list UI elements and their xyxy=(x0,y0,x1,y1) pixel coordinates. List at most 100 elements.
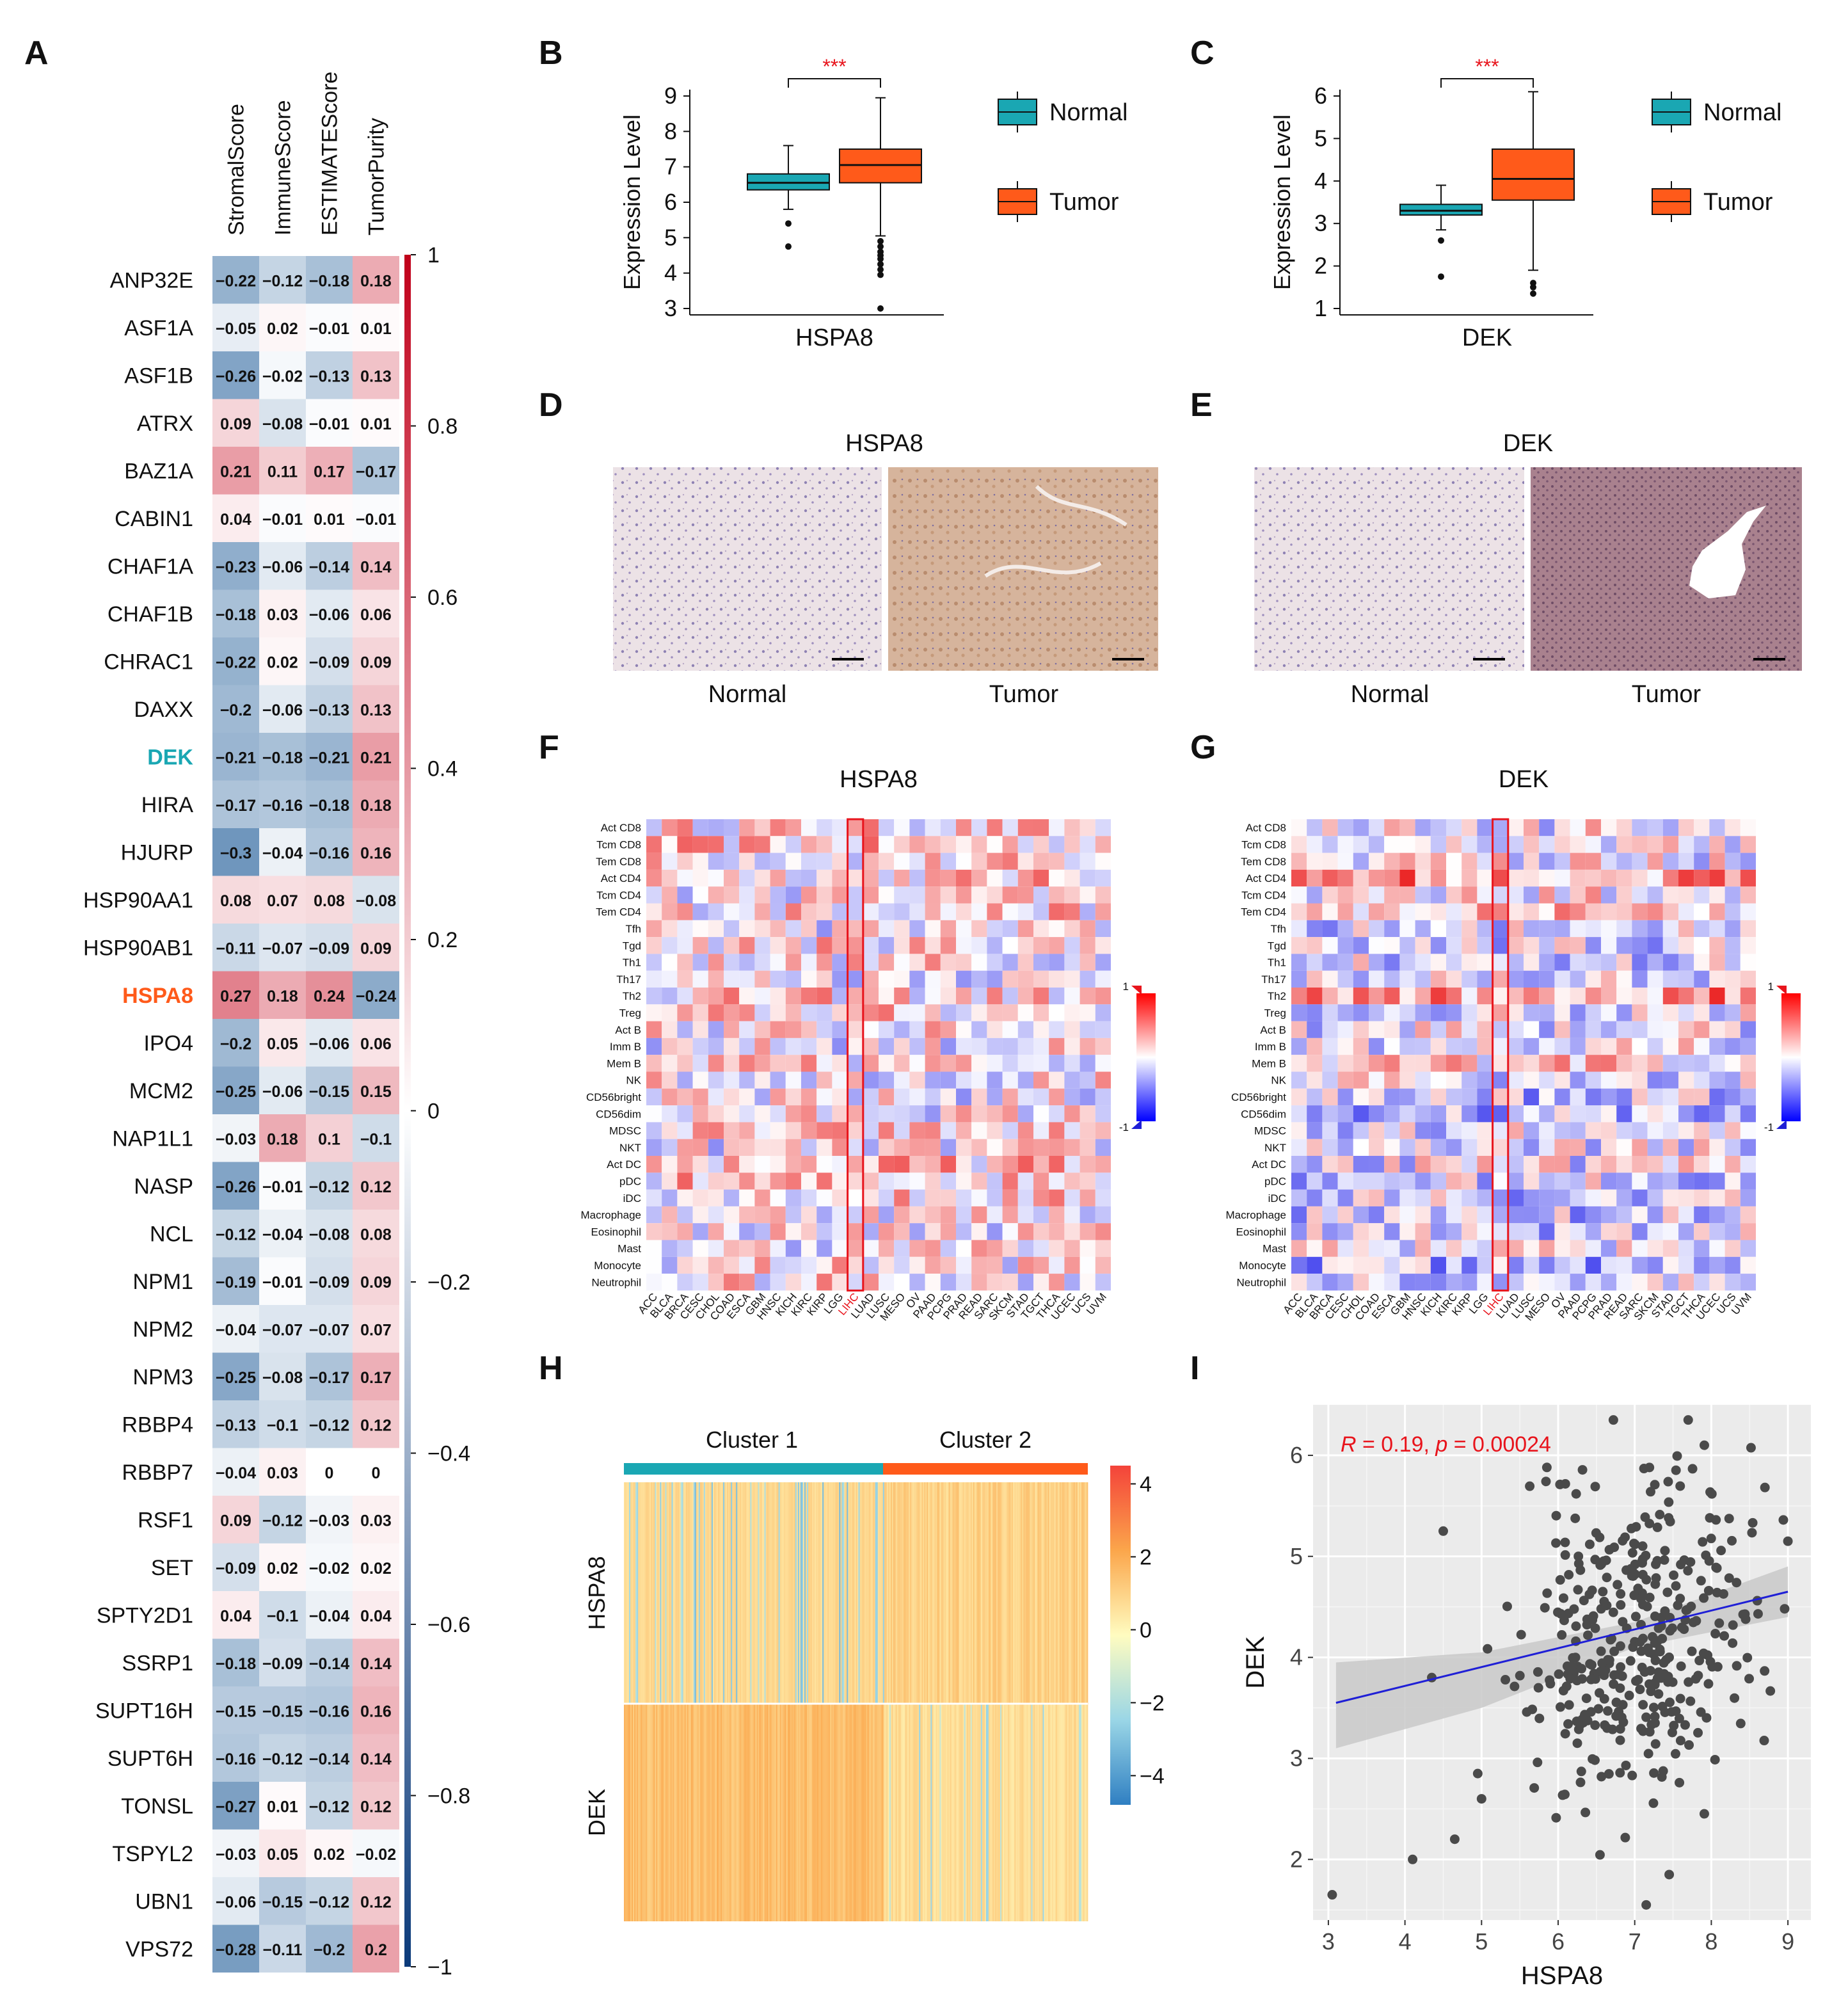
expression-cell xyxy=(1073,1482,1076,1704)
expression-cell xyxy=(924,1704,926,1921)
heatmap-cell xyxy=(1709,1256,1725,1274)
heatmap-cell xyxy=(1002,852,1018,870)
heatmap-cell xyxy=(1384,1105,1400,1123)
heatmap-cell xyxy=(692,937,708,954)
heatmap-cell xyxy=(692,852,708,870)
heatmap-cell xyxy=(724,970,740,988)
heatmap-cell xyxy=(1399,937,1415,954)
scatter-point xyxy=(1664,1497,1674,1507)
scatter-point xyxy=(1645,1679,1655,1689)
heatmap-cell xyxy=(1291,1105,1307,1123)
heatmap-cell xyxy=(1017,1223,1033,1240)
heatmap-cell xyxy=(1539,886,1555,904)
heatmap-cell xyxy=(1064,1055,1080,1072)
heatmap-cell xyxy=(662,1240,678,1257)
expression-cell xyxy=(735,1704,737,1921)
heatmap-cell xyxy=(1384,852,1400,870)
heatmap-cell xyxy=(212,1925,259,1973)
heatmap-cell xyxy=(1524,852,1540,870)
expression-cell xyxy=(666,1704,668,1921)
heatmap-cell xyxy=(724,1256,740,1274)
heatmap-cell xyxy=(677,1122,693,1139)
expression-cell xyxy=(723,1482,725,1704)
y-tick-label: 5 xyxy=(1314,125,1327,151)
heatmap-cell xyxy=(847,903,863,920)
heatmap-cell xyxy=(1678,869,1694,887)
cell-value: −0.12 xyxy=(262,272,303,290)
heatmap-cell xyxy=(1322,869,1338,887)
heatmap-cell xyxy=(1415,903,1431,920)
heatmap-cell xyxy=(1539,1088,1555,1106)
heatmap-cell xyxy=(1446,1139,1462,1156)
heatmap-cell xyxy=(801,954,817,971)
heatmap-cell xyxy=(1709,1240,1725,1257)
heatmap-cell xyxy=(677,886,693,904)
heatmap-cell xyxy=(1616,970,1632,988)
scatter-point xyxy=(1615,1735,1625,1745)
cell-value: −0.12 xyxy=(262,1512,303,1530)
heatmap-cell xyxy=(785,1122,801,1139)
heatmap-cell xyxy=(1477,970,1493,988)
scatter-point xyxy=(1671,1465,1681,1475)
heatmap-cell xyxy=(1415,1139,1431,1156)
heatmap-cell xyxy=(816,1223,832,1240)
expression-cell xyxy=(646,1482,648,1704)
heatmap-cell xyxy=(1446,954,1462,971)
heatmap-cell xyxy=(863,1223,879,1240)
heatmap-cell xyxy=(1415,1071,1431,1089)
cell-value: 0.16 xyxy=(360,1702,392,1720)
heatmap-cell xyxy=(909,1274,925,1291)
expression-cell xyxy=(1086,1704,1088,1921)
scatter-point xyxy=(1724,1573,1734,1583)
heatmap-cell xyxy=(1017,920,1033,938)
expression-cell xyxy=(656,1482,658,1704)
scatter-point xyxy=(1516,1629,1526,1640)
heatmap-cell xyxy=(1079,1139,1095,1156)
row-label-baz1a: BAZ1A xyxy=(124,459,193,483)
cell-type-label: Eosinophil xyxy=(1236,1226,1286,1238)
heatmap-cell xyxy=(1415,836,1431,853)
heatmap-cell xyxy=(925,903,941,920)
scatter-point xyxy=(1765,1686,1776,1696)
heatmap-cell xyxy=(879,1206,895,1224)
scatter-point xyxy=(1525,1481,1535,1491)
expression-cell xyxy=(991,1482,993,1704)
expression-cell xyxy=(965,1704,968,1921)
heatmap-cell xyxy=(847,1139,863,1156)
heatmap-cell xyxy=(1601,1021,1617,1038)
heatmap-cell xyxy=(1291,852,1307,870)
expression-cell xyxy=(984,1482,987,1704)
heatmap-cell xyxy=(306,971,353,1019)
heatmap-cell xyxy=(306,1019,353,1067)
heatmap-cell xyxy=(353,1066,399,1114)
heatmap-cell xyxy=(1477,988,1493,1005)
heatmap-cell xyxy=(1725,903,1740,920)
heatmap-cell xyxy=(1554,819,1570,836)
expression-cell xyxy=(689,1704,692,1921)
expression-cell xyxy=(859,1482,861,1704)
heatmap-cell xyxy=(816,1088,832,1106)
heatmap-cell xyxy=(832,1037,848,1055)
heatmap-cell xyxy=(1616,988,1632,1005)
heatmap-cell xyxy=(353,399,399,447)
heatmap-cell xyxy=(925,1274,941,1291)
scatter-point xyxy=(1408,1854,1418,1864)
heatmap-cell xyxy=(724,836,740,853)
expression-cell xyxy=(756,1704,758,1921)
heatmap-cell xyxy=(847,970,863,988)
expression-cell xyxy=(729,1482,731,1704)
heatmap-cell xyxy=(1709,1122,1725,1139)
scatter-point xyxy=(1590,1482,1600,1492)
ihc-label-normal: Normal xyxy=(708,681,786,708)
expression-cell xyxy=(890,1482,893,1704)
colorbar-tick-label: 0.6 xyxy=(427,586,458,610)
heatmap-cell xyxy=(1369,937,1385,954)
expression-cell xyxy=(902,1482,904,1704)
heatmap-cell xyxy=(1508,1122,1524,1139)
heatmap-cell xyxy=(708,988,724,1005)
expression-cell xyxy=(742,1482,744,1704)
heatmap-cell xyxy=(1337,1206,1353,1224)
expression-cell xyxy=(745,1482,747,1704)
heatmap-cell xyxy=(1322,1240,1338,1257)
